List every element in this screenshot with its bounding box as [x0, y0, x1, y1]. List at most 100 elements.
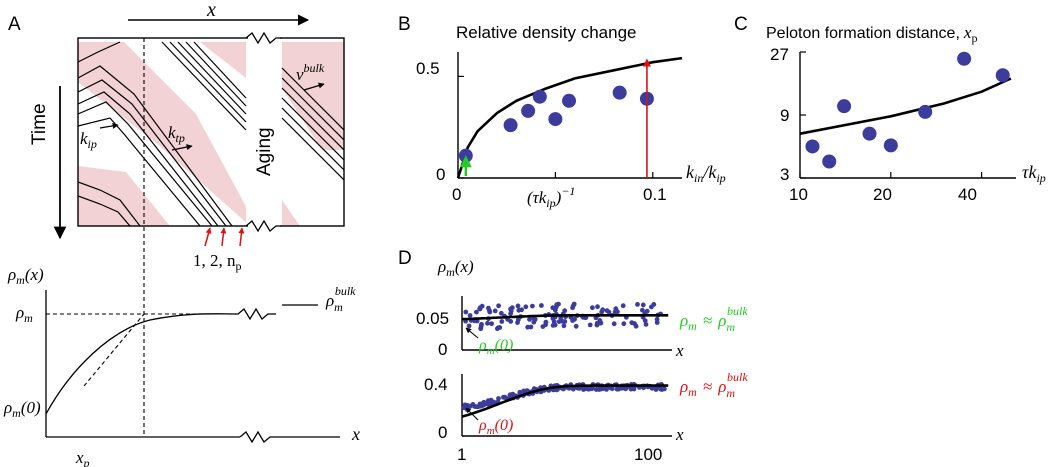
d-data-point	[485, 320, 490, 326]
b-data-point	[612, 85, 627, 100]
kymograph	[78, 38, 344, 226]
lane-lines	[78, 41, 344, 226]
c-tick-y-9: 9	[780, 106, 789, 125]
b-tick-x-01: 0.1	[643, 185, 667, 204]
d-bottom-fit-curve	[461, 384, 669, 418]
d-data-point	[595, 304, 600, 310]
time-label: Time	[29, 103, 50, 145]
d-data-point	[552, 307, 558, 313]
d-data-point	[598, 320, 604, 326]
d-data-point	[643, 322, 649, 327]
d-data-point	[559, 318, 565, 324]
b-xlabel: kin/kip	[686, 162, 726, 185]
d-data-point	[515, 303, 521, 309]
b-xlabel-inverse: (τkip)−1	[527, 184, 575, 210]
b-data-points	[458, 85, 654, 163]
panel-b-title: Relative density change	[456, 23, 637, 42]
d-top-annot-arrow	[465, 327, 479, 339]
c-data-points	[805, 51, 1010, 169]
b-data-point	[548, 112, 563, 127]
rho-m0-label: ρm(0)	[3, 398, 41, 420]
k-ip-label: kip	[80, 129, 97, 151]
d-data-point	[470, 402, 476, 407]
d-top-tick-lo: 0	[438, 340, 447, 359]
d-data-point	[531, 319, 537, 325]
c-data-point	[918, 104, 933, 119]
c-data-point	[995, 68, 1010, 83]
aging-label: Aging	[254, 127, 275, 176]
d-data-point	[528, 324, 534, 330]
d-data-point	[653, 387, 659, 392]
d-data-point	[550, 316, 556, 321]
c-data-point	[805, 139, 820, 154]
d-data-point	[635, 302, 640, 307]
d-data-point	[556, 301, 561, 307]
panel-a: A x Time	[3, 0, 360, 467]
d-data-point	[486, 305, 491, 311]
d-data-point	[543, 319, 549, 325]
panel-b: B Relative density change 0.5 0 0 0.1 (τ…	[398, 14, 726, 210]
d-data-point	[523, 304, 529, 310]
d-data-point	[463, 309, 469, 315]
d-data-point	[487, 309, 493, 315]
d-bottom-tick-hi: 0.4	[424, 375, 448, 394]
c-xlabel: τkip	[1022, 162, 1046, 185]
c-tick-x-10: 10	[789, 185, 808, 204]
rho-m-label: ρm	[15, 303, 33, 325]
d-data-point	[466, 323, 472, 329]
d-data-point	[621, 321, 627, 327]
c-data-point	[862, 126, 877, 141]
lane-arrow-np	[238, 227, 245, 247]
c-fit-curve	[799, 77, 1012, 135]
d-data-point	[540, 324, 546, 329]
d-data-point	[571, 301, 577, 307]
d-data-point	[570, 318, 575, 323]
d-data-point	[474, 309, 479, 315]
d-bottom-annot: ρm(0)	[478, 417, 513, 437]
panel-letter-d: D	[398, 248, 412, 269]
d-bottom-annot-arrow	[465, 407, 479, 421]
d-top-approx: ρm ≈ ρmbulk	[679, 304, 748, 334]
c-ticks	[799, 51, 983, 179]
top-x-label: x	[206, 0, 216, 21]
panel-c-title: Peloton formation distance, xp	[766, 23, 977, 45]
d-data-point	[561, 323, 567, 329]
d-data-point	[517, 389, 523, 395]
d-data-point	[620, 303, 626, 309]
d-data-point	[640, 307, 645, 313]
d-data-point	[596, 387, 602, 392]
d-data-point	[507, 392, 513, 398]
d-data-point	[562, 308, 568, 314]
d-data-point	[508, 311, 513, 317]
panel-d: D ρm(x) 0.05 0 x ρm(0) ρm ≈ ρmbulk 0.4 0 x…	[398, 248, 748, 464]
d-data-point	[573, 323, 579, 329]
density-profile-curve	[45, 313, 239, 415]
d-data-point	[611, 321, 617, 327]
d-data-point	[550, 323, 556, 328]
panel-letter-a: A	[8, 14, 21, 35]
panel-c: C Peloton formation distance, xp 27 9 3 1…	[734, 14, 1046, 204]
lane-arrow-1	[204, 227, 212, 247]
k-tp-arrow	[171, 144, 193, 151]
d-data-point	[515, 317, 521, 323]
d-top-annot: ρm(0)	[478, 337, 513, 357]
panel-letter-b: B	[398, 14, 411, 35]
c-tick-x-20: 20	[873, 185, 892, 204]
panel-letter-c: C	[734, 14, 748, 35]
b-data-point	[532, 89, 547, 104]
xp-label: xp	[75, 448, 90, 467]
d-data-point	[581, 387, 586, 392]
d-bottom-tick-lo: 0	[438, 423, 447, 442]
lower-x-label: x	[351, 424, 360, 444]
d-data-point	[496, 303, 501, 309]
d-data-point	[475, 404, 480, 410]
d-data-point	[587, 322, 593, 328]
d-data-point	[481, 399, 487, 405]
c-data-point	[837, 99, 852, 114]
d-data-point	[499, 319, 505, 324]
kymograph-frame	[77, 37, 345, 227]
b-fit-curve	[456, 56, 683, 179]
d-data-point	[508, 319, 514, 324]
d-data-point	[642, 318, 648, 324]
d-bottom-approx: ρm ≈ ρmbulk	[679, 370, 748, 400]
